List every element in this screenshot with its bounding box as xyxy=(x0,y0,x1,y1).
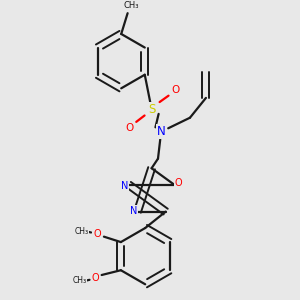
Text: O: O xyxy=(174,178,182,188)
Text: S: S xyxy=(148,103,155,116)
Text: O: O xyxy=(171,85,180,95)
Text: CH₃: CH₃ xyxy=(74,227,88,236)
Text: N: N xyxy=(121,182,129,191)
Text: O: O xyxy=(93,229,101,239)
Text: O: O xyxy=(125,123,133,133)
Text: CH₃: CH₃ xyxy=(123,1,139,10)
Text: CH₃: CH₃ xyxy=(73,276,87,285)
Text: O: O xyxy=(92,273,99,283)
Text: N: N xyxy=(157,125,166,138)
Text: N: N xyxy=(130,206,137,216)
